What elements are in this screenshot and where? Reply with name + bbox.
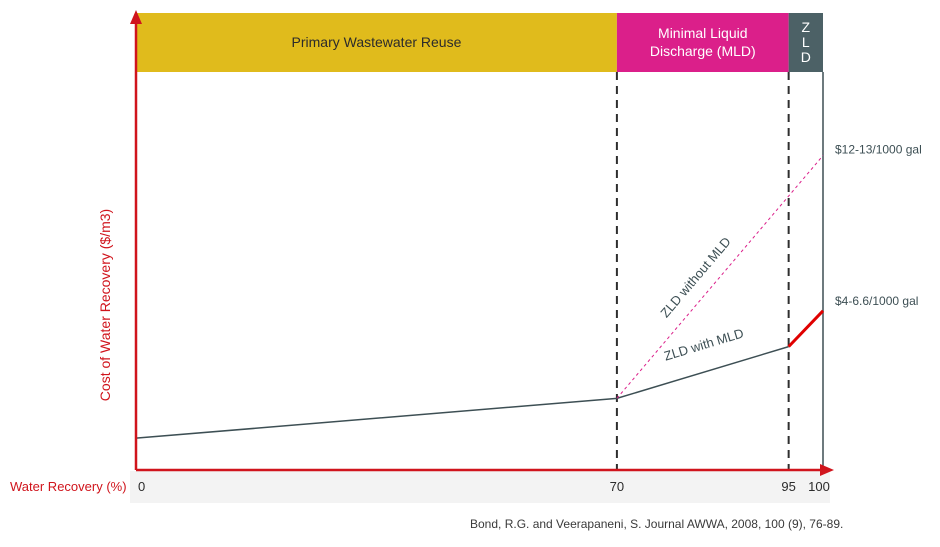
zone-label-2-line-0: Z (802, 19, 811, 35)
x-axis-label: Water Recovery (%) (10, 479, 127, 494)
x-tick-2: 95 (781, 479, 795, 494)
x-tick-0: 0 (138, 479, 145, 494)
annotation-0: $12-13/1000 gal (835, 143, 922, 157)
zone-label-2-line-2: D (801, 49, 811, 65)
zone-label-1-line-0: Minimal Liquid (658, 25, 747, 41)
zone-band-2 (788, 13, 823, 72)
annotation-1: $4-6.6/1000 gal (835, 294, 918, 308)
series-line-2 (616, 155, 824, 399)
x-tick-1: 70 (610, 479, 624, 494)
citation: Bond, R.G. and Veerapaneni, S. Journal A… (470, 517, 844, 531)
series-line-1 (787, 309, 825, 348)
series-label-2: ZLD without MLD (657, 234, 733, 320)
data-series: ZLD with MLD ZLD without MLD (135, 155, 825, 439)
zone-bands: Primary Wastewater Reuse Minimal Liquid Di… (136, 13, 823, 72)
x-axis-arrow (820, 464, 834, 476)
zone-band-1 (616, 13, 789, 72)
y-axis-label: Cost of Water Recovery ($/m3) (97, 209, 113, 401)
zone-boundaries (615, 72, 790, 470)
series-label-0: ZLD with MLD (662, 325, 745, 363)
x-tick-labels: 0 70 95 100 (138, 479, 830, 494)
zone-label-1-line-1: Discharge (MLD) (650, 43, 756, 59)
zone-band-0 (136, 13, 617, 72)
axes (130, 10, 834, 476)
x-tick-3: 100 (808, 479, 830, 494)
zone-label-0-line-0: Primary Wastewater Reuse (292, 34, 462, 50)
y-axis-arrow (130, 10, 142, 24)
x-axis-band (130, 471, 830, 503)
annotations: $12-13/1000 gal $4-6.6/1000 gal (835, 143, 922, 308)
series-line-0 (135, 345, 789, 439)
zone-label-2-line-1: L (802, 34, 810, 50)
